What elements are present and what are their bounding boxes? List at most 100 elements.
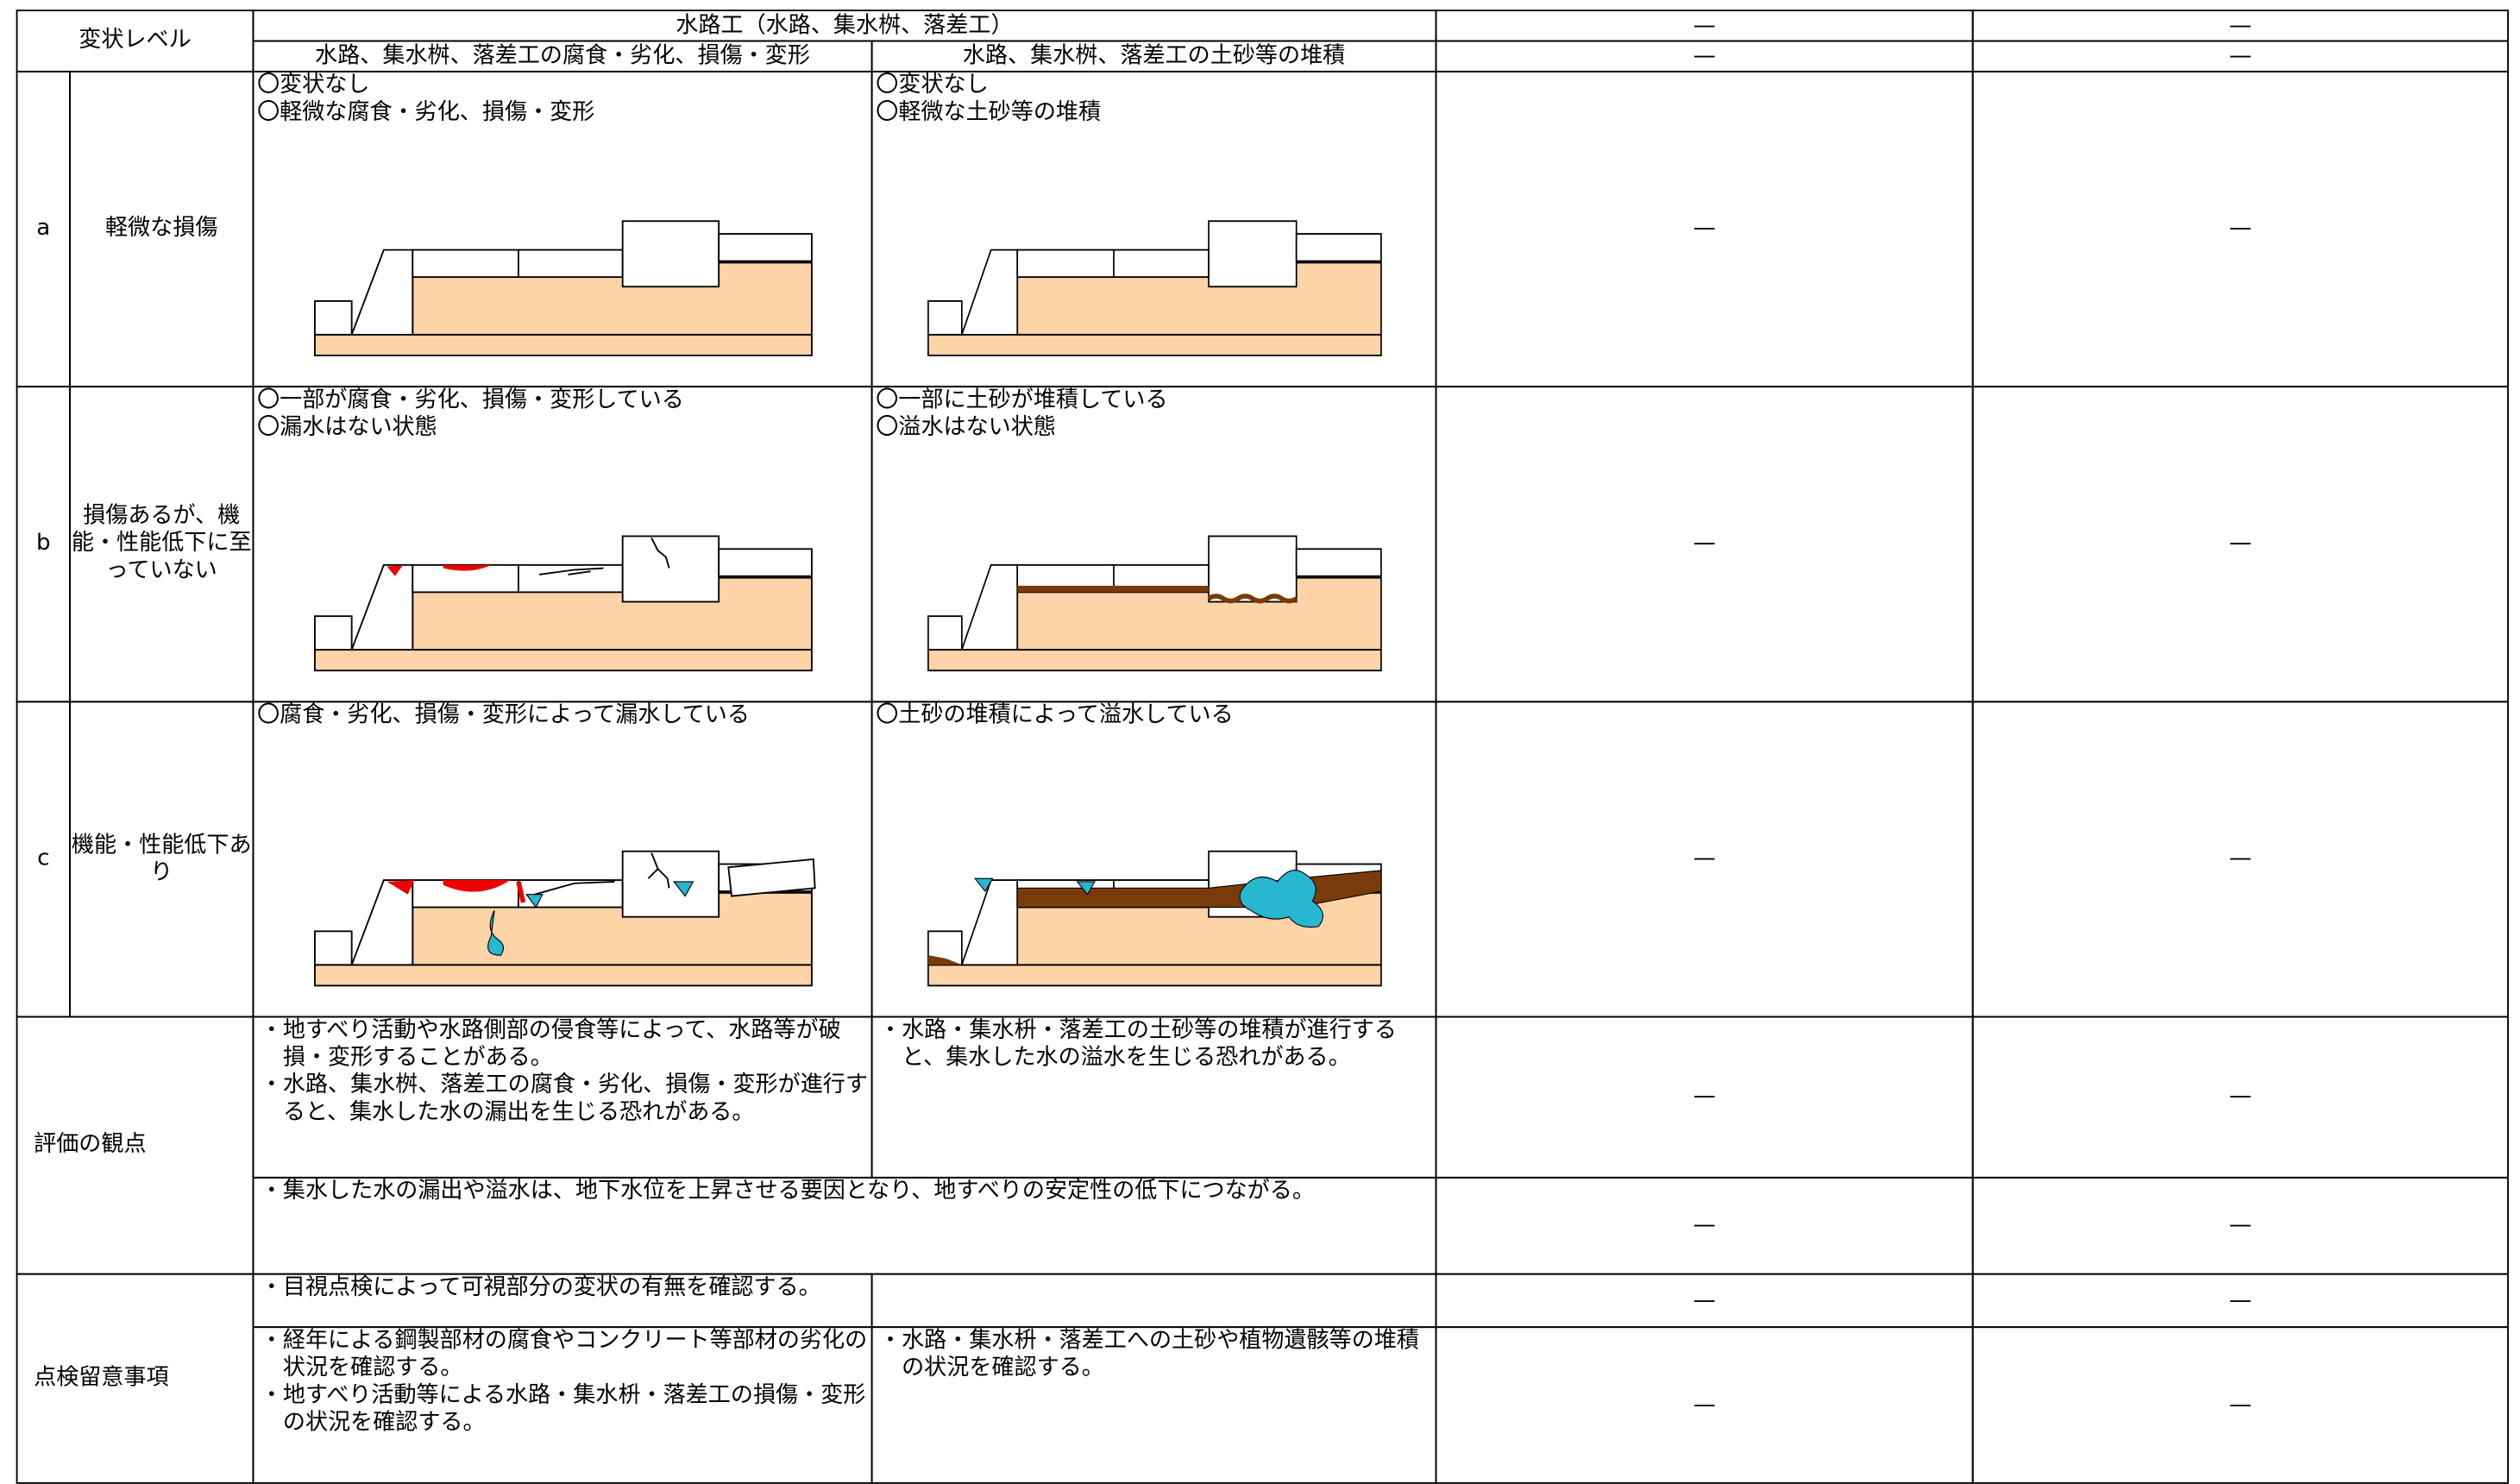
bullet: ・水路、集水桝、落差工の腐食・劣化、損傷・変形が進行すると、集水した水の漏出を生…: [260, 1072, 868, 1126]
description-line: 〇変状なし: [257, 72, 370, 98]
dash-cell: —: [1435, 1326, 1974, 1484]
header-cell: 水路、集水桝、落差工の腐食・劣化、損傷・変形: [252, 40, 873, 72]
description-cell: 〇変状なし 〇軽微な土砂等の堆積: [870, 70, 1437, 388]
header-sub: 水路、集水桝、落差工の腐食・劣化、損傷・変形: [315, 42, 810, 69]
description-line: 〇漏水はない状態: [257, 414, 437, 441]
level-code: c: [37, 846, 50, 871]
description: 〇土砂の堆積によって溢水している: [876, 702, 1432, 730]
bullet: ・水路・集水枡・落差工への土砂や植物遺骸等の堆積の状況を確認する。: [879, 1328, 1419, 1381]
dash: —: [2228, 1391, 2252, 1418]
dash-cell: —: [1435, 40, 1974, 72]
level-label-cell: 機能・性能低下あり: [69, 701, 255, 1018]
description: 〇変状なし 〇軽微な腐食・劣化、損傷・変形: [257, 72, 868, 127]
description: 〇一部が腐食・劣化、損傷・変形している 〇漏水はない状態: [257, 387, 868, 442]
header-cell: 水路、集水桝、落差工の土砂等の堆積: [870, 40, 1437, 72]
text-cell: ・水路・集水枡・落差工の土砂等の堆積が進行すると、集水した水の溢水を生じる恐れが…: [870, 1016, 1437, 1179]
level-label: 損傷あるが、機能・性能低下に至っていない: [71, 503, 252, 584]
description-line: 〇一部に土砂が堆積している: [876, 387, 1168, 413]
dash: —: [1693, 1211, 1716, 1238]
description-cell: 〇一部が腐食・劣化、損傷・変形している 〇漏水はない状態: [252, 386, 873, 703]
bullet: ・水路・集水枡・落差工の土砂等の堆積が進行すると、集水した水の溢水を生じる恐れが…: [879, 1017, 1397, 1071]
text-cell: ・経年による鋼製部材の腐食やコンクリート等部材の劣化の状況を確認する。 ・地すべり…: [252, 1326, 873, 1484]
header-level: 変状レベル: [79, 27, 192, 53]
level-code: a: [36, 215, 51, 242]
dash-cell: —: [1435, 386, 1974, 703]
dash-cell: —: [1435, 70, 1974, 388]
dash: —: [1693, 846, 1716, 871]
bullet: ・地すべり活動や水路側部の侵食等によって、水路等が破損・変形することがある。: [260, 1017, 841, 1071]
dash: —: [2228, 1083, 2252, 1110]
level-code: b: [36, 530, 51, 556]
level-label-cell: 軽微な損傷: [69, 70, 255, 388]
description-line: 〇土砂の堆積によって溢水している: [876, 702, 1234, 729]
dash: —: [2228, 1211, 2252, 1238]
dash-cell: —: [1435, 1016, 1974, 1179]
description-cell: 〇変状なし 〇軽微な腐食・劣化、損傷・変形: [252, 70, 873, 388]
header-cell: 変状レベル: [16, 9, 255, 72]
dash-cell: —: [1971, 1176, 2509, 1275]
description-line: 〇軽微な土砂等の堆積: [876, 99, 1102, 126]
level-label: 軽微な損傷: [105, 215, 218, 242]
bullet: ・目視点検によって可視部分の変状の有無を確認する。: [260, 1274, 821, 1301]
dash: —: [1693, 1286, 1716, 1313]
dash: —: [1693, 530, 1716, 556]
dash-cell: —: [1435, 1176, 1974, 1275]
header-cell: 水路工（水路、集水桝、落差工）: [252, 9, 1437, 42]
dash-cell: —: [1435, 9, 1974, 42]
text-cell: ・集水した水の漏出や溢水は、地下水位を上昇させる要因となり、地すべりの安定性の低…: [252, 1176, 1437, 1275]
dash-cell: —: [1435, 701, 1974, 1018]
description-line: 〇一部が腐食・劣化、損傷・変形している: [257, 387, 684, 413]
level-label-cell: 損傷あるが、機能・性能低下に至っていない: [69, 386, 255, 703]
dash-cell: —: [1971, 386, 2509, 703]
illustration: [254, 387, 870, 701]
dash: —: [2228, 215, 2252, 242]
dash: —: [2228, 1286, 2252, 1313]
text-cell: ・地すべり活動や水路側部の侵食等によって、水路等が破損・変形することがある。 ・水…: [252, 1016, 873, 1179]
dash-cell: —: [1971, 9, 2509, 42]
dash: —: [1693, 11, 1716, 38]
dash: —: [2228, 11, 2252, 38]
bullet: ・経年による鋼製部材の腐食やコンクリート等部材の劣化の状況を確認する。: [260, 1328, 868, 1381]
dash-cell: —: [1435, 1273, 1974, 1329]
illustration: [254, 702, 816, 1016]
bullet: ・地すべり活動等による水路・集水枡・落差工の損傷・変形の状況を確認する。: [260, 1382, 866, 1436]
description-line: 〇軽微な腐食・劣化、損傷・変形: [257, 99, 595, 126]
level-code-cell: c: [16, 701, 71, 1018]
dash-cell: —: [1971, 1016, 2509, 1179]
text-cell: ・水路・集水枡・落差工への土砂や植物遺骸等の堆積の状況を確認する。: [870, 1326, 1437, 1484]
dash-cell: —: [1971, 40, 2509, 72]
dash: —: [1693, 42, 1716, 69]
dash-cell: —: [1971, 1273, 2509, 1329]
illustration: [873, 387, 1436, 701]
section-label: 評価の観点: [34, 1131, 147, 1158]
dash: —: [2228, 846, 2252, 871]
description-cell: 〇一部に土砂が堆積している 〇溢水はない状態: [870, 386, 1437, 703]
description-line: 〇腐食・劣化、損傷・変形によって漏水している: [257, 702, 750, 729]
description-line: 〇変状なし: [876, 72, 989, 98]
header-group: 水路工（水路、集水桝、落差工）: [676, 11, 1014, 38]
dash-cell: —: [1971, 701, 2509, 1018]
level-code-cell: a: [16, 70, 71, 388]
bullet: ・集水した水の漏出や溢水は、地下水位を上昇させる要因となり、地すべりの安定性の低…: [260, 1178, 1315, 1204]
description: 〇一部に土砂が堆積している 〇溢水はない状態: [876, 387, 1432, 442]
text-cell: [870, 1273, 1437, 1329]
level-label: 機能・性能低下あり: [71, 832, 252, 885]
section-label-cell: 点検留意事項: [16, 1273, 255, 1484]
section-label: 点検留意事項: [34, 1364, 169, 1391]
description-line: 〇溢水はない状態: [876, 414, 1056, 441]
illustration: [873, 702, 1436, 1016]
section-label-cell: 評価の観点: [16, 1016, 255, 1275]
dash: —: [1693, 1391, 1716, 1418]
header-sub: 水路、集水桝、落差工の土砂等の堆積: [962, 42, 1346, 69]
dash: —: [2228, 42, 2252, 69]
dash: —: [1693, 215, 1716, 242]
dash: —: [2228, 530, 2252, 556]
description-cell: 〇土砂の堆積によって溢水している: [870, 701, 1437, 1018]
dash-cell: —: [1971, 70, 2509, 388]
description: 〇変状なし 〇軽微な土砂等の堆積: [876, 72, 1432, 127]
level-code-cell: b: [16, 386, 71, 703]
dash-cell: —: [1971, 1326, 2509, 1484]
description-cell: 〇腐食・劣化、損傷・変形によって漏水している: [252, 701, 873, 1018]
dash: —: [1693, 1083, 1716, 1110]
